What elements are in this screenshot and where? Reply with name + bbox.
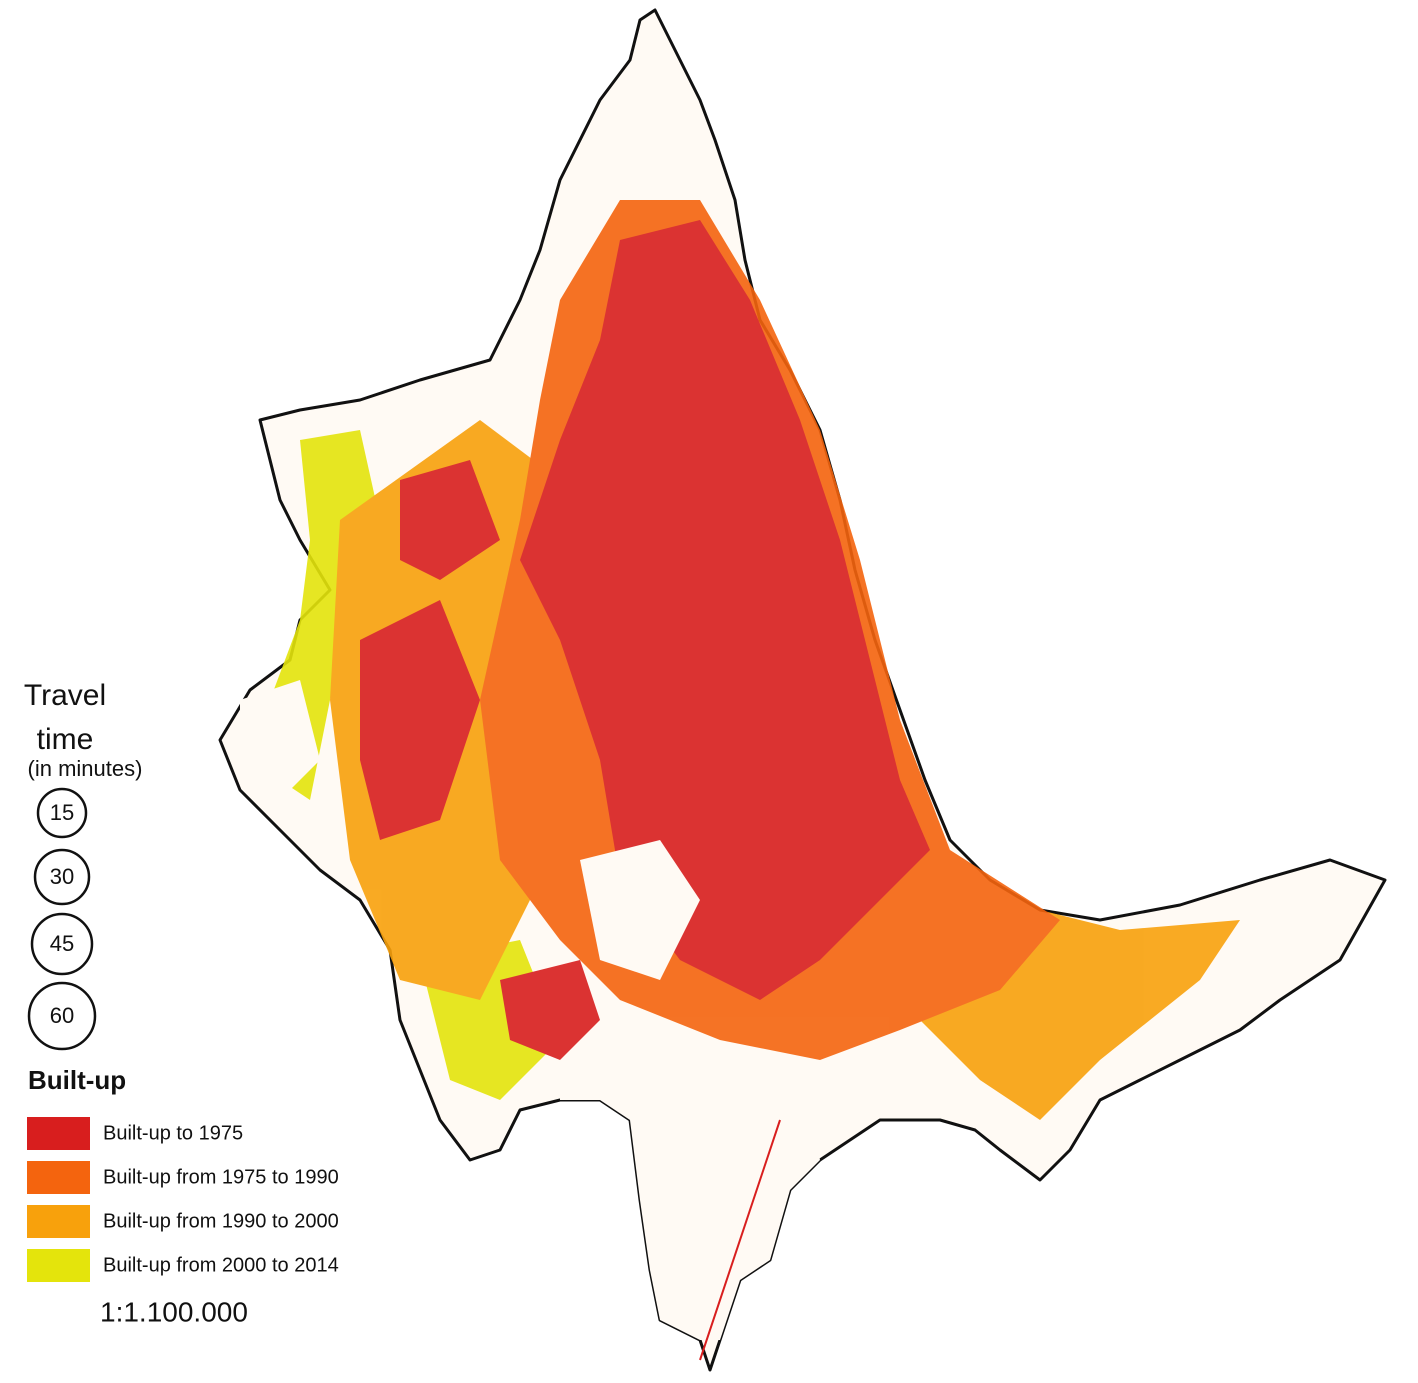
scale: 1:1.100.000: [100, 1296, 248, 1327]
travel-time-label: 60: [50, 1003, 74, 1028]
open-land: [240, 680, 320, 800]
built-up-title: Built-up: [28, 1065, 126, 1095]
open-land: [560, 1040, 820, 1340]
travel-time-circle: [33, 848, 91, 906]
legend-swatch: [27, 1161, 90, 1194]
travel-time-label: 30: [50, 864, 74, 889]
open-land: [580, 840, 700, 980]
travel-time-circle: [36, 787, 88, 839]
travel-time-label: 15: [50, 800, 74, 825]
legend-label: Built-up from 1990 to 2000: [103, 1210, 339, 1232]
travel-time-subtitle: (in minutes): [28, 756, 143, 781]
legend-swatch: [27, 1117, 90, 1150]
built-up-area: [520, 220, 930, 1000]
legend-label: Built-up from 2000 to 2014: [103, 1254, 339, 1276]
travel-time-circle: [30, 912, 94, 976]
legend-swatch: [27, 1205, 90, 1238]
road: [699, 1119, 781, 1361]
legend-swatch: [27, 1249, 90, 1282]
built-up-area: [360, 600, 480, 840]
built-up-area: [400, 460, 500, 580]
travel-time-circle: [27, 981, 97, 1051]
legend-label: Built-up to 1975: [103, 1122, 243, 1144]
travel-time-label: 45: [50, 931, 74, 956]
legend-label: Built-up from 1975 to 1990: [103, 1166, 339, 1188]
travel-time-title: Travel time: [23, 679, 107, 756]
built-up-area: [500, 960, 600, 1060]
